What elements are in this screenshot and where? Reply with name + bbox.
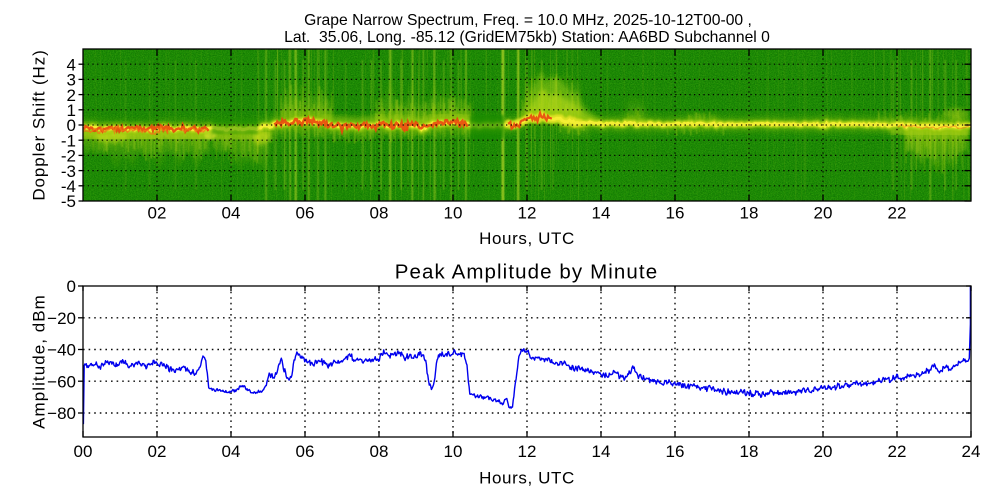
svg-text:Amplitude, dBm: Amplitude, dBm	[30, 294, 49, 429]
svg-text:04: 04	[222, 204, 241, 223]
svg-text:−60: −60	[47, 372, 76, 391]
svg-text:18: 18	[740, 204, 759, 223]
svg-text:18: 18	[740, 442, 759, 461]
svg-text:14: 14	[592, 442, 611, 461]
svg-text:16: 16	[666, 442, 685, 461]
svg-text:Peak Amplitude by Minute: Peak Amplitude by Minute	[395, 260, 658, 283]
svg-text:16: 16	[666, 204, 685, 223]
svg-text:Doppler Shift (Hz): Doppler Shift (Hz)	[30, 49, 49, 200]
svg-text:20: 20	[814, 204, 833, 223]
svg-text:08: 08	[370, 204, 389, 223]
svg-text:22: 22	[888, 442, 907, 461]
svg-text:10: 10	[444, 442, 463, 461]
svg-text:1: 1	[67, 101, 76, 120]
svg-text:08: 08	[370, 442, 389, 461]
svg-text:12: 12	[518, 442, 537, 461]
svg-text:Lat. 35.06, Long. -85.12 (Gri: Lat. 35.06, Long. -85.12 (GridEM75kb) St…	[284, 29, 770, 46]
svg-text:14: 14	[592, 204, 611, 223]
svg-text:-3: -3	[61, 162, 76, 181]
svg-text:-1: -1	[61, 131, 76, 150]
svg-text:−80: −80	[47, 404, 76, 423]
svg-text:0: 0	[67, 277, 76, 296]
svg-text:3: 3	[67, 71, 76, 90]
svg-text:10: 10	[444, 204, 463, 223]
svg-text:Hours, UTC: Hours, UTC	[479, 229, 575, 248]
svg-text:Grape Narrow Spectrum, Freq. =: Grape Narrow Spectrum, Freq. = 10.0 MHz,…	[304, 12, 752, 29]
svg-text:2: 2	[67, 86, 76, 105]
svg-text:-4: -4	[61, 177, 76, 196]
svg-text:00: 00	[74, 442, 93, 461]
svg-text:−40: −40	[47, 341, 76, 360]
svg-text:-2: -2	[61, 147, 76, 166]
svg-text:0: 0	[67, 116, 76, 135]
svg-text:4: 4	[67, 55, 76, 74]
svg-text:Hours, UTC: Hours, UTC	[479, 468, 575, 487]
svg-text:02: 02	[148, 442, 167, 461]
svg-text:20: 20	[814, 442, 833, 461]
svg-text:22: 22	[888, 204, 907, 223]
svg-text:24: 24	[962, 442, 981, 461]
svg-text:02: 02	[148, 204, 167, 223]
svg-text:06: 06	[296, 442, 315, 461]
svg-text:−20: −20	[47, 309, 76, 328]
svg-text:12: 12	[518, 204, 537, 223]
svg-text:06: 06	[296, 204, 315, 223]
svg-text:04: 04	[222, 442, 241, 461]
svg-text:-5: -5	[61, 192, 76, 211]
